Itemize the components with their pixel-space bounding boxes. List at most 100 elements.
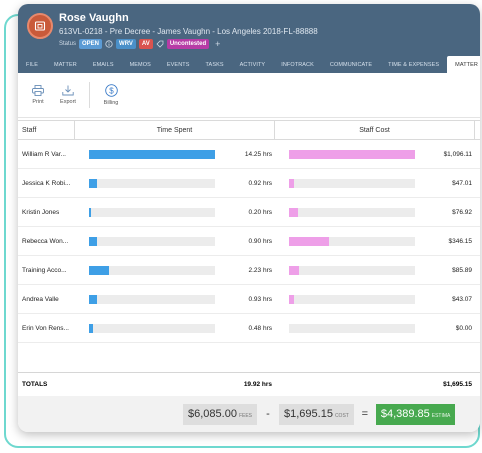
cost-bar-track	[289, 178, 415, 188]
staff-name: Rebecca Won...	[22, 237, 69, 245]
tab-matter-insig[interactable]: MATTER INSIG	[447, 56, 480, 73]
cost-cell: $43.07	[275, 294, 475, 304]
column-staff-cost[interactable]: Staff Cost	[275, 121, 475, 139]
table-row[interactable]: Kristin Jones 0.20 hrs $76.92	[18, 198, 480, 227]
time-bar	[89, 236, 97, 246]
time-bar-track	[89, 265, 215, 275]
cost-bar	[289, 207, 298, 217]
status-label: Status	[59, 41, 77, 47]
table-row[interactable]: Andrea Valle 0.93 hrs $43.07	[18, 285, 480, 314]
table-row[interactable]: Rebecca Won... 0.90 hrs $346.15	[18, 227, 480, 256]
staff-table: Staff Time Spent Staff Cost William R Va…	[18, 120, 480, 343]
tag-av[interactable]: AV	[138, 39, 153, 49]
billing-label: Billing	[103, 100, 119, 106]
matter-avatar[interactable]	[27, 13, 53, 39]
time-cell: 14.25 hrs	[75, 149, 275, 159]
cost-value: $1,695.15	[284, 407, 333, 420]
time-bar	[89, 178, 98, 188]
time-cell: 0.20 hrs	[75, 207, 275, 217]
cost-value: $346.15	[448, 237, 473, 245]
total-hours: 19.92 hrs	[243, 381, 272, 388]
time-bar-track	[89, 149, 215, 159]
time-bar	[89, 294, 98, 304]
status-badge[interactable]: OPEN	[79, 39, 103, 49]
time-bar	[89, 149, 215, 159]
time-bar	[89, 265, 109, 275]
tab-bar: FILE MATTER EMAILS MEMOS EVENTS TASKS ACTIVITY…	[18, 56, 480, 73]
tab-activity[interactable]: ACTIVITY	[239, 61, 266, 68]
cost-value: $85.89	[452, 266, 472, 274]
cost-bar	[289, 265, 299, 275]
staff-name: Jessica K Robi...	[22, 179, 71, 187]
billing-button[interactable]: $ Billing	[99, 84, 123, 106]
add-tag-button[interactable]: +	[215, 39, 221, 49]
table-row[interactable]: William R Var... 14.25 hrs $1,096.11	[18, 140, 480, 169]
tag-icon[interactable]	[156, 40, 164, 48]
tab-tasks[interactable]: TASKS	[205, 61, 224, 68]
matter-window: Rose Vaughn 613VL-0218 - Pre Decree - Ja…	[18, 4, 480, 432]
cost-label: COST	[334, 412, 349, 419]
tab-emails[interactable]: EMAILS	[92, 61, 114, 68]
tag-uncontested[interactable]: Uncontested	[166, 39, 210, 49]
hours-value: 0.20 hrs	[248, 208, 273, 216]
svg-text:$: $	[109, 86, 114, 95]
table-header: Staff Time Spent Staff Cost	[18, 120, 480, 140]
matter-folder-icon	[34, 21, 46, 31]
hours-value: 2.23 hrs	[248, 266, 273, 274]
totals-row: TOTALS 19.92 hrs $1,695.15	[18, 372, 480, 396]
time-bar-track	[89, 323, 215, 333]
status-row: Status OPEN WRV AV Uncontested +	[59, 39, 220, 49]
cost-value: $76.92	[452, 208, 472, 216]
cost-bar	[289, 149, 415, 159]
estimate-footer: $6,085.00 FEES - $1,695.15 COST = $4,389…	[18, 396, 480, 432]
tab-events[interactable]: EVENTS	[166, 61, 190, 68]
hours-value: 0.90 hrs	[248, 237, 273, 245]
table-row[interactable]: Jessica K Robi... 0.92 hrs $47.01	[18, 169, 480, 198]
time-cell: 0.93 hrs	[75, 294, 275, 304]
tab-file[interactable]: FILE	[26, 61, 39, 68]
fees-value: $6,085.00	[188, 407, 237, 420]
printer-icon	[32, 85, 44, 96]
matter-header: Rose Vaughn 613VL-0218 - Pre Decree - Ja…	[18, 4, 480, 56]
tab-communicate[interactable]: COMMUNICATE	[329, 61, 373, 68]
toolbar-divider	[89, 82, 90, 108]
tab-time-expenses[interactable]: TIME & EXPENSES	[388, 61, 440, 68]
equals-sign: =	[361, 408, 369, 420]
cost-bar-track	[289, 265, 415, 275]
column-time-spent[interactable]: Time Spent	[75, 121, 275, 139]
export-button[interactable]: Export	[56, 85, 80, 105]
cost-bar-track	[289, 323, 415, 333]
fees-label: FEES	[238, 412, 252, 419]
estimate-box: $4,389.85 ESTIMA	[375, 403, 456, 425]
cost-cell: $85.89	[275, 265, 475, 275]
cost-bar-track	[289, 149, 415, 159]
column-staff[interactable]: Staff	[18, 121, 75, 139]
minus-sign: -	[266, 408, 270, 420]
cost-bar	[289, 294, 294, 304]
cost-cell: $1,096.11	[275, 149, 475, 159]
staff-name: William R Var...	[22, 150, 66, 158]
time-cell: 0.92 hrs	[75, 178, 275, 188]
tab-infotrack[interactable]: INFOTRACK	[281, 61, 314, 68]
hours-value: 0.48 hrs	[248, 324, 273, 332]
tag-wrv[interactable]: WRV	[116, 39, 136, 49]
print-button[interactable]: Print	[26, 85, 50, 105]
estimate-label: ESTIMA	[431, 412, 451, 419]
cost-cell: $346.15	[275, 236, 475, 246]
cost-cell: $0.00	[275, 323, 475, 333]
toolbar: Print Export $ Billing	[18, 73, 480, 118]
time-bar	[89, 207, 91, 217]
tab-memos[interactable]: MEMOS	[129, 61, 151, 68]
client-name: Rose Vaughn	[59, 12, 129, 24]
estimate-value: $4,389.85	[380, 407, 430, 420]
staff-name: Erin Von Rens...	[22, 324, 69, 332]
info-icon[interactable]	[105, 40, 113, 48]
table-row[interactable]: Erin Von Rens... 0.48 hrs $0.00	[18, 314, 480, 343]
matter-subtitle: 613VL-0218 - Pre Decree - James Vaughn -…	[59, 27, 318, 36]
cost-value: $1,096.11	[443, 150, 472, 158]
table-row[interactable]: Training Acco... 2.23 hrs $85.89	[18, 256, 480, 285]
tab-matter[interactable]: MATTER	[54, 61, 77, 68]
dollar-circle-icon: $	[104, 84, 118, 97]
cost-box: $1,695.15 COST	[279, 403, 354, 425]
print-label: Print	[32, 99, 44, 105]
